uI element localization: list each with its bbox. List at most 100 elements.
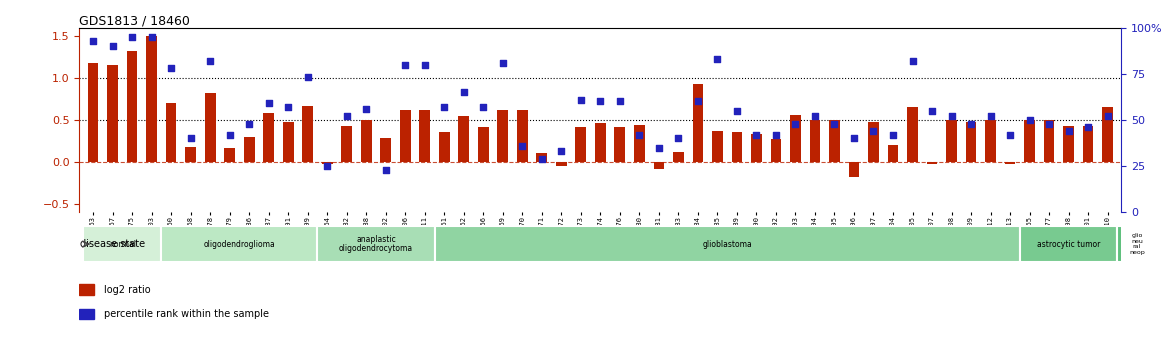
Point — [123, 34, 141, 40]
Bar — [224, 148, 235, 162]
Point — [1059, 128, 1078, 134]
Bar — [341, 126, 352, 162]
Text: glio
neu
ral
neop: glio neu ral neop — [1129, 234, 1145, 255]
Point — [669, 136, 688, 141]
Bar — [322, 162, 333, 164]
Bar — [303, 106, 313, 162]
Text: GDS1813 / 18460: GDS1813 / 18460 — [79, 14, 190, 28]
Bar — [244, 137, 255, 162]
Bar — [1044, 120, 1055, 162]
Point — [786, 121, 805, 126]
Bar — [946, 120, 957, 162]
Point — [903, 58, 922, 63]
Bar — [634, 125, 645, 162]
Point — [279, 104, 298, 110]
Point — [923, 108, 941, 114]
Bar — [166, 103, 176, 162]
Point — [864, 128, 883, 134]
Bar — [809, 120, 820, 162]
Point — [961, 121, 980, 126]
Point — [766, 132, 785, 137]
Bar — [731, 132, 743, 162]
Bar — [829, 120, 840, 162]
Point — [416, 62, 434, 67]
Bar — [79, 284, 93, 295]
Bar — [439, 132, 450, 162]
FancyBboxPatch shape — [1020, 226, 1118, 262]
Bar — [868, 122, 878, 162]
Point — [513, 143, 531, 148]
Point — [162, 66, 181, 71]
Bar — [966, 122, 976, 162]
Point — [454, 89, 473, 95]
Point — [298, 75, 317, 80]
Bar — [1063, 126, 1073, 162]
Bar — [419, 110, 430, 162]
Point — [103, 43, 121, 49]
Bar — [595, 123, 606, 162]
Text: percentile rank within the sample: percentile rank within the sample — [104, 309, 269, 319]
Point — [396, 62, 415, 67]
Bar — [888, 145, 898, 162]
Point — [748, 132, 766, 137]
Bar — [771, 139, 781, 162]
Bar — [478, 127, 488, 162]
Bar — [556, 162, 566, 166]
Bar — [712, 131, 723, 162]
Point — [591, 99, 610, 104]
Bar — [614, 127, 625, 162]
Point — [649, 145, 668, 150]
Bar — [204, 93, 216, 162]
Bar — [107, 65, 118, 162]
Point — [1040, 121, 1058, 126]
Bar — [1004, 162, 1015, 164]
Bar — [517, 110, 528, 162]
Bar — [381, 138, 391, 162]
Point — [708, 56, 726, 62]
Point — [201, 58, 220, 63]
Point — [806, 114, 825, 119]
Bar — [263, 113, 274, 162]
Point — [844, 136, 863, 141]
Bar — [186, 147, 196, 162]
Bar — [458, 116, 470, 162]
Bar — [79, 309, 93, 319]
Point — [1020, 117, 1038, 122]
Text: anaplastic
oligodendrocytoma: anaplastic oligodendrocytoma — [339, 235, 413, 254]
Text: log2 ratio: log2 ratio — [104, 285, 151, 295]
Point — [221, 132, 239, 137]
Text: glioblastoma: glioblastoma — [702, 239, 752, 249]
Bar — [146, 36, 157, 162]
Bar — [498, 110, 508, 162]
Bar — [985, 120, 996, 162]
Bar — [908, 107, 918, 162]
Bar — [88, 63, 98, 162]
Point — [571, 97, 590, 102]
Text: normal: normal — [109, 239, 135, 249]
Point — [611, 99, 630, 104]
Bar — [693, 84, 703, 162]
Point — [181, 136, 200, 141]
Point — [630, 132, 648, 137]
Bar — [654, 162, 665, 169]
Point — [728, 108, 746, 114]
Point — [357, 106, 376, 111]
Point — [1098, 114, 1117, 119]
Bar — [673, 152, 683, 162]
Bar — [127, 51, 138, 162]
FancyBboxPatch shape — [318, 226, 434, 262]
Bar — [361, 120, 371, 162]
Bar — [1083, 126, 1093, 162]
Point — [1079, 125, 1098, 130]
FancyBboxPatch shape — [161, 226, 318, 262]
Text: disease state: disease state — [79, 239, 145, 249]
Point — [434, 104, 453, 110]
Bar — [399, 110, 411, 162]
Point — [493, 60, 512, 66]
Bar — [576, 127, 586, 162]
Point — [474, 104, 493, 110]
Point — [142, 34, 161, 40]
Point — [943, 114, 961, 119]
Point — [1001, 132, 1020, 137]
Text: oligodendroglioma: oligodendroglioma — [203, 239, 276, 249]
